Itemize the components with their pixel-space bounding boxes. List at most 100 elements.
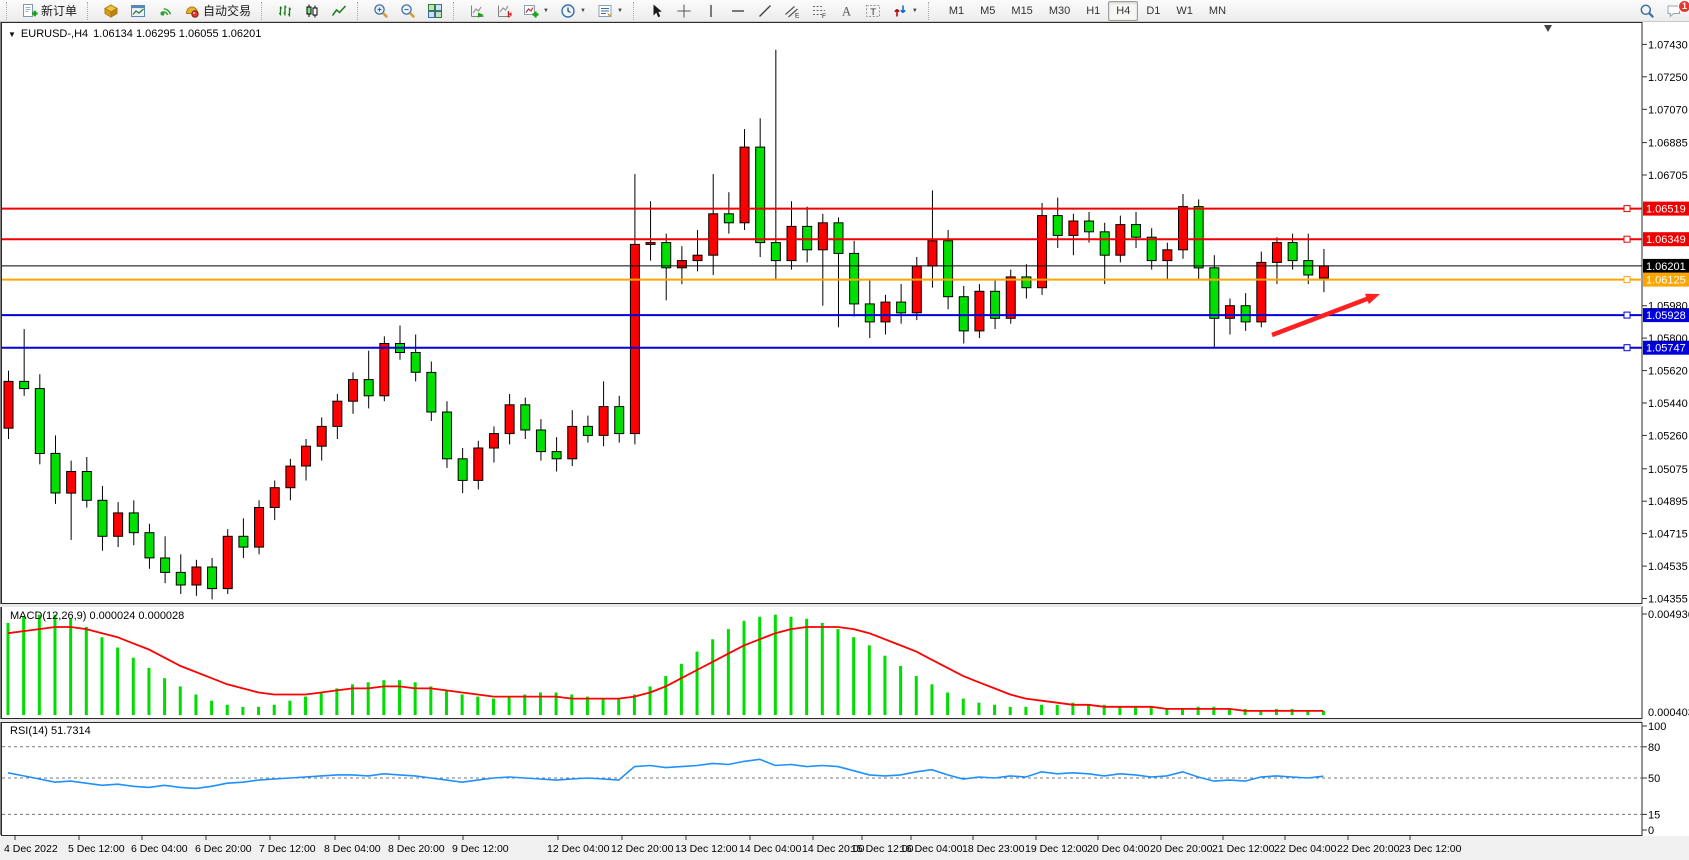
- line-handle[interactable]: [1623, 205, 1631, 213]
- text-tool-button[interactable]: A: [833, 1, 859, 21]
- timeframe-mn[interactable]: MN: [1208, 4, 1227, 17]
- tile-windows-button[interactable]: [422, 1, 448, 21]
- time-tick-label: 23 Dec 12:00: [1399, 843, 1462, 855]
- new-order-button[interactable]: 新订单: [17, 1, 82, 21]
- line-chart-mode-button[interactable]: [326, 1, 352, 21]
- price-label-text: 1.06125: [1646, 275, 1686, 287]
- zoom-in-icon: [374, 3, 389, 18]
- line-chart-icon: [331, 4, 347, 16]
- main-pane[interactable]: [1, 22, 1643, 604]
- candle-bear: [97, 499, 108, 537]
- zoom-out-button[interactable]: [395, 1, 421, 21]
- pane-splitter-macd[interactable]: [0, 604, 1642, 607]
- market-watch-button[interactable]: [98, 1, 124, 21]
- vline-icon: [710, 4, 712, 17]
- price-tick-label: 1.07070: [1648, 104, 1688, 116]
- candle-bull: [222, 535, 233, 590]
- timeframe-w1[interactable]: W1: [1176, 4, 1193, 17]
- time-tick-label: 13 Dec 12:00: [675, 843, 738, 855]
- candle-bull: [1005, 276, 1016, 319]
- line-handle[interactable]: [1623, 235, 1631, 243]
- dropdown-caret-icon[interactable]: ▼: [911, 7, 918, 14]
- candle-bear: [410, 352, 421, 373]
- candle-bull: [254, 507, 265, 548]
- chart-shift-button[interactable]: [491, 1, 517, 21]
- hline-tool-button[interactable]: [725, 1, 751, 21]
- label-tool-button[interactable]: T: [860, 1, 886, 21]
- symbol-dropdown-icon[interactable]: ▼: [8, 29, 16, 39]
- timeframe-h1[interactable]: H1: [1086, 4, 1101, 17]
- timeframe-m5[interactable]: M5: [980, 4, 996, 17]
- pane-splitter-rsi[interactable]: [0, 719, 1642, 722]
- price-tick-label: 1.04715: [1648, 529, 1688, 541]
- new-order-icon: [23, 3, 38, 17]
- timeframe-d1[interactable]: D1: [1146, 4, 1161, 17]
- price-tick-label: 1.05980: [1648, 301, 1688, 313]
- candle-bull: [567, 425, 578, 460]
- toolbar-separator: [453, 1, 460, 20]
- price-label-box: [1643, 201, 1689, 216]
- candle-bear: [34, 388, 45, 455]
- time-tick-label: 15 Dec 12:00: [851, 843, 914, 855]
- price-chart[interactable]: 1.06519 1.06349 1.06201 1.06125 1.05928 1.057…: [0, 22, 1689, 860]
- periods-button[interactable]: ▼: [555, 1, 591, 21]
- candle-bear: [1099, 231, 1110, 256]
- trend-arrow-head[interactable]: [1365, 293, 1380, 305]
- vline-tool-button[interactable]: [698, 1, 724, 21]
- signals-button[interactable]: [152, 1, 178, 21]
- line-handle[interactable]: [1623, 276, 1631, 284]
- chart-shift-marker[interactable]: [1544, 25, 1552, 32]
- candle-bear: [551, 451, 562, 460]
- time-tick-label: 12 Dec 04:00: [547, 843, 610, 855]
- channel-tool-button[interactable]: E: [779, 1, 805, 21]
- bar-chart-mode-button[interactable]: [272, 1, 298, 21]
- crosshair-tool-button[interactable]: [671, 1, 697, 21]
- rsi-tick-label: 15: [1648, 809, 1660, 821]
- price-label-text: 1.06201: [1646, 261, 1686, 273]
- candle-bull: [629, 243, 640, 435]
- chart-ohlc-values: 1.06134 1.06295 1.06055 1.06201: [93, 28, 262, 40]
- auto-trading-button[interactable]: 自动交易: [179, 1, 256, 21]
- search-button[interactable]: [1634, 1, 1660, 21]
- candle-bear: [661, 242, 672, 269]
- arrows-tool-button[interactable]: ▼: [887, 1, 923, 21]
- templates-button[interactable]: ▼: [592, 1, 628, 21]
- trend-arrow-line[interactable]: [1271, 294, 1373, 338]
- candle-bear: [520, 404, 531, 431]
- candlestick-series[interactable]: [3, 49, 1329, 600]
- dropdown-caret-icon[interactable]: ▼: [543, 7, 549, 14]
- candle-bull: [191, 566, 202, 586]
- candle-bull: [927, 240, 938, 267]
- candle-bear: [81, 471, 92, 501]
- time-tick-label: 21 Dec 12:00: [1212, 843, 1275, 855]
- timeframe-m30[interactable]: M30: [1048, 4, 1071, 17]
- cursor-tool-button[interactable]: [644, 1, 670, 21]
- time-tick-label: 19 Dec 12:00: [1025, 843, 1088, 855]
- trendline-tool-button[interactable]: [752, 1, 778, 21]
- chart-symbol-timeframe: EURUSD-,H4: [20, 28, 89, 40]
- candlestick-mode-button[interactable]: [299, 1, 325, 21]
- candle-bull: [911, 265, 922, 314]
- chart-window[interactable]: 1.06519 1.06349 1.06201 1.06125 1.05928 1.057…: [0, 22, 1689, 860]
- timeframe-h4[interactable]: H4: [1108, 0, 1139, 21]
- candle-bull: [880, 301, 891, 323]
- timeframe-m15[interactable]: M15: [1011, 4, 1033, 17]
- new-chart-button[interactable]: [125, 1, 151, 21]
- macd-histogram: [6, 614, 1325, 715]
- line-handle[interactable]: [1623, 344, 1631, 352]
- auto-scroll-button[interactable]: [464, 1, 490, 21]
- candle-bear: [1131, 224, 1142, 238]
- fibo-tool-button[interactable]: F: [806, 1, 832, 21]
- toolbar-separator: [87, 1, 94, 20]
- line-handle[interactable]: [1623, 311, 1631, 319]
- timeframe-m1[interactable]: M1: [948, 4, 965, 17]
- dropdown-caret-icon[interactable]: ▼: [616, 7, 623, 14]
- zoom-in-button[interactable]: [368, 1, 394, 21]
- time-tick-label: 14 Dec 20:00: [802, 843, 865, 855]
- indicators-button[interactable]: ▼: [518, 1, 554, 21]
- toolbar-separator: [261, 1, 268, 20]
- rsi-pane[interactable]: [1, 722, 1643, 836]
- candle-bull: [504, 404, 515, 435]
- time-tick-label: 20 Dec 04:00: [1087, 843, 1150, 855]
- dropdown-caret-icon[interactable]: ▼: [579, 7, 586, 14]
